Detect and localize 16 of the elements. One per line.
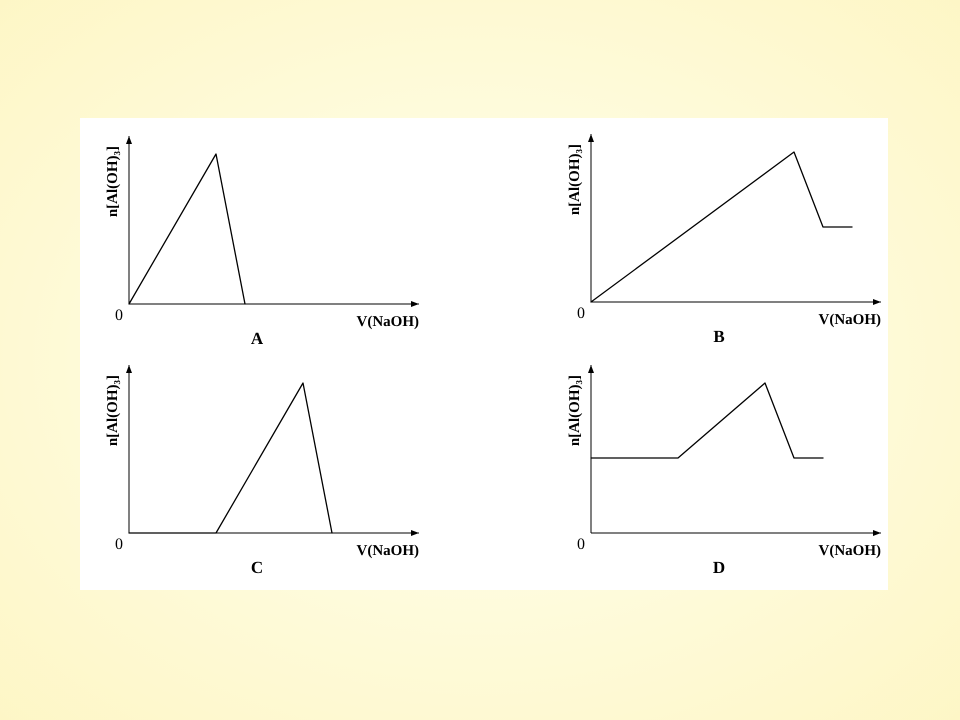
x-axis-title: V(NaOH) [818,543,881,559]
x-axis-title: V(NaOH) [356,314,419,330]
x-axis-title: V(NaOH) [356,543,419,559]
y-axis-title: n[Al(OH)₃] [105,375,121,446]
text: D [712,558,726,577]
text: 0 [577,305,585,322]
text: B [713,327,725,346]
y-axis-title: n[Al(OH)₃] [105,146,121,218]
text: A [250,329,264,348]
x-axis-title: V(NaOH) [818,312,881,328]
y-axis-title: n[Al(OH)₃] [567,144,583,216]
text: 0 [115,536,123,553]
text: C [250,558,264,577]
text: 0 [577,536,585,553]
y-axis-title: n[Al(OH)₃] [567,375,583,446]
text: 0 [115,307,123,324]
